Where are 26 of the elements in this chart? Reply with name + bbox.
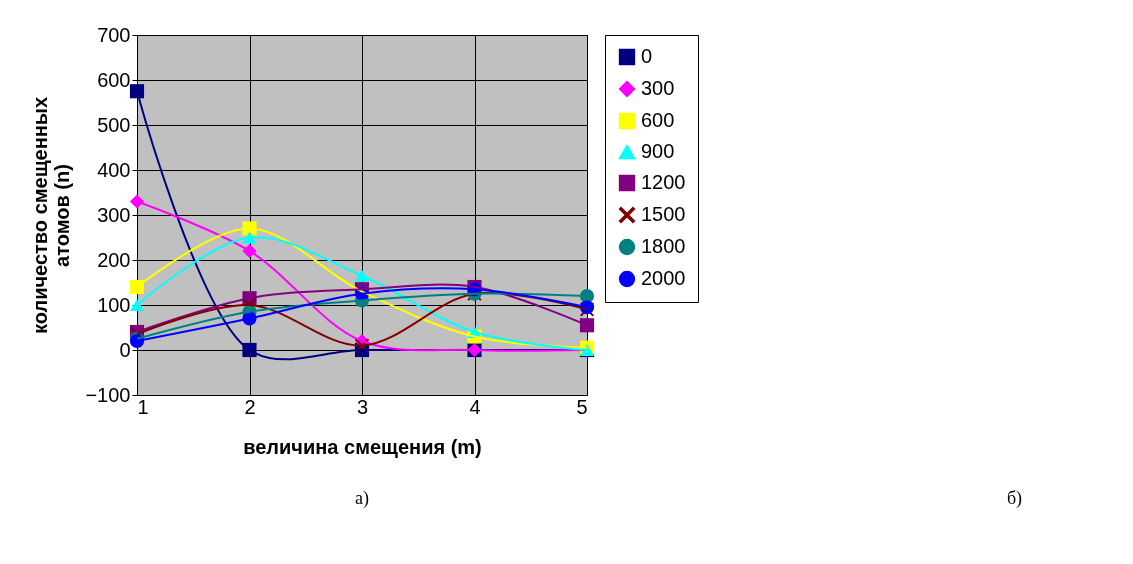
legend-label: 0 — [641, 45, 653, 67]
legend-label: 1500 — [641, 203, 686, 225]
y-tick-label: 200 — [97, 248, 131, 271]
x-tick-label: 1 — [137, 395, 149, 418]
x-tick-label: 2 — [244, 395, 256, 418]
legend-label: 600 — [641, 109, 675, 131]
x-tick-label: 3 — [356, 395, 369, 418]
legend-label: 300 — [641, 77, 675, 99]
y-tick-label: −100 — [85, 383, 131, 406]
legend-label: 2000 — [641, 267, 686, 289]
y-tick-label: 500 — [97, 113, 131, 136]
text: а) — [355, 488, 369, 509]
y-tick-label: 400 — [97, 158, 131, 181]
x-tick-label: 5 — [576, 395, 588, 418]
legend-label: 1800 — [641, 235, 686, 257]
y-axis-title: количество смещенных атомов (n) — [29, 96, 74, 335]
y-tick-label: 700 — [97, 23, 131, 46]
text: б) — [1006, 488, 1023, 509]
x-axis-title: величина смещения (m) — [243, 435, 482, 458]
y-tick-label: 300 — [97, 203, 131, 226]
legend-label: 900 — [641, 140, 675, 162]
y-tick-label: 0 — [119, 338, 131, 361]
x-tick-label: 4 — [469, 395, 481, 418]
y-tick-label: 100 — [97, 293, 131, 316]
y-tick-label: 600 — [97, 68, 131, 91]
legend-label: 1200 — [641, 171, 686, 193]
